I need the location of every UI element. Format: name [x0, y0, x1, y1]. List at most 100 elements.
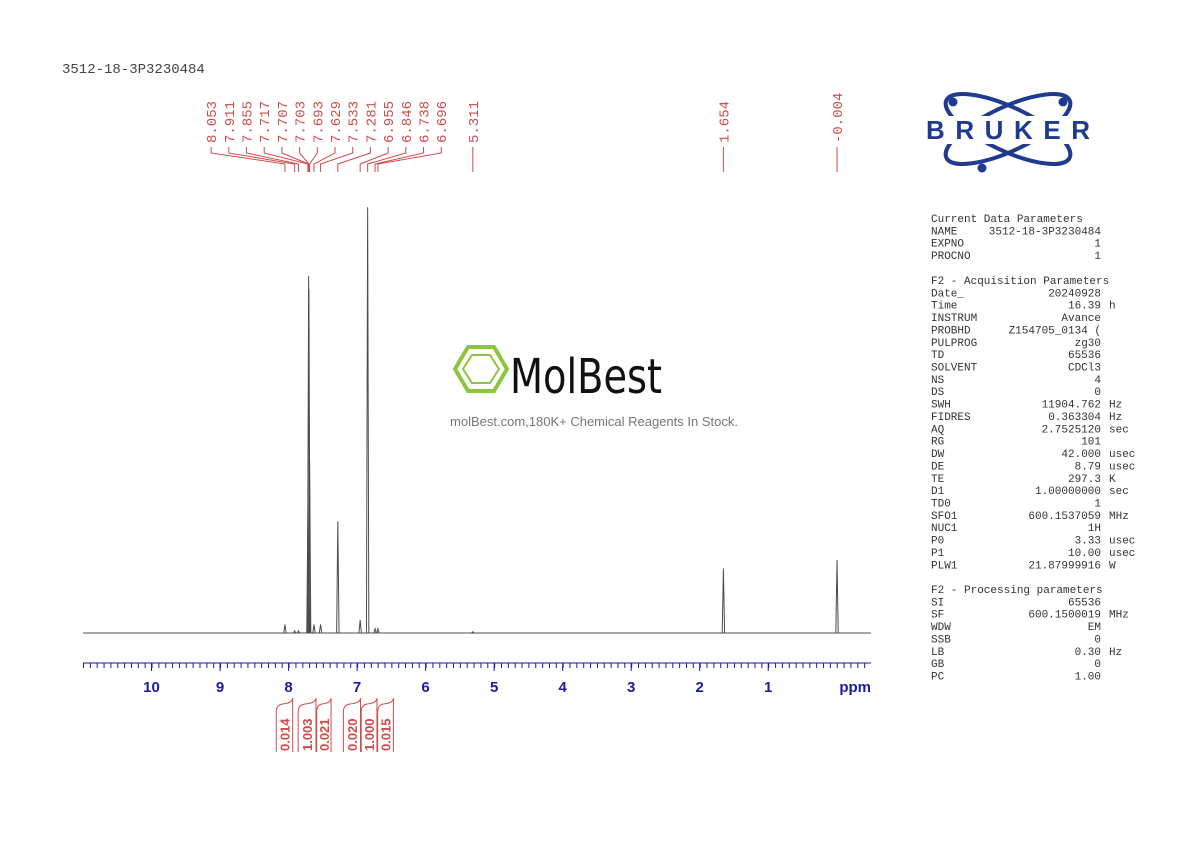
watermark-name: MolBest [510, 349, 662, 405]
logo-dot [977, 163, 987, 173]
parameter-unit: usec [1109, 548, 1135, 560]
parameter-value: 600.1500019 [1028, 610, 1101, 622]
logo-orbit [943, 92, 1073, 166]
parameter-name: PLW1 [931, 560, 958, 572]
parameter-unit: MHz [1109, 511, 1129, 523]
parameter-unit: h [1109, 301, 1116, 313]
peak [307, 460, 312, 634]
parameter-unit: Hz [1109, 400, 1122, 412]
peak [721, 568, 726, 634]
parameter-name: SSB [931, 634, 951, 646]
peak-label-leader [210, 147, 286, 172]
parameter-name: SWH [931, 400, 951, 412]
integral-bracket [297, 697, 317, 752]
peak-label-leader [228, 147, 296, 172]
parameter-unit: sec [1109, 486, 1129, 498]
peak-label: -0.004 [831, 93, 847, 143]
parameter-name: SF [931, 610, 944, 622]
parameter-value: 65536 [1068, 350, 1101, 362]
parameter-name: SOLVENT [931, 363, 978, 375]
parameter-value: 20240928 [1048, 288, 1101, 300]
peak [358, 620, 362, 634]
peak-label-leader [367, 147, 407, 172]
integral-label: 1.000 [362, 718, 377, 751]
peak-label: 6.846 [400, 101, 416, 143]
peak-label-leader [320, 147, 354, 172]
peak [318, 624, 323, 634]
x-tick-label: 2 [696, 679, 704, 696]
parameter-name: NS [931, 375, 945, 387]
peak-label-leader [377, 147, 442, 172]
parameter-value: 4 [1094, 375, 1101, 387]
parameter-value: 11904.762 [1042, 400, 1101, 412]
peak-label: 7.703 [294, 101, 310, 143]
parameter-name: WDW [931, 622, 951, 634]
peak-label-leader [309, 147, 318, 172]
parameter-unit: Hz [1109, 647, 1122, 659]
parameter-value: Avance [1061, 313, 1101, 325]
parameter-name: DE [931, 461, 945, 473]
parameter-value: 1.00000000 [1035, 486, 1101, 498]
molbest-icon [452, 345, 510, 393]
peak-label: 6.738 [418, 101, 434, 143]
parameter-value: 21.87999916 [1028, 560, 1101, 572]
peak-label: 7.855 [241, 101, 257, 143]
peak [293, 629, 297, 634]
peak-label-leader [299, 147, 310, 172]
parameter-value: CDCl3 [1068, 363, 1101, 375]
parameter-value: 3.33 [1075, 536, 1101, 548]
parameter-name: P1 [931, 548, 945, 560]
integral-label: 0.015 [379, 718, 394, 751]
parameter-name: TD0 [931, 498, 951, 510]
parameter-name: PROBHD [931, 325, 971, 337]
integral-label: 1.003 [300, 718, 315, 751]
x-tick-label: 6 [421, 679, 429, 696]
x-tick-label: 4 [558, 679, 567, 696]
parameter-value: EM [1088, 622, 1101, 634]
parameter-value: 42.000 [1061, 449, 1101, 461]
parameter-value: 10.00 [1068, 548, 1101, 560]
integral-bracket [342, 697, 362, 752]
peak-label-leader [246, 147, 300, 172]
parameter-unit: W [1109, 560, 1116, 572]
parameter-name: Date_ [931, 288, 964, 300]
peak-label-leader [374, 147, 425, 172]
parameter-name: DW [931, 449, 945, 461]
peak-label: 7.533 [347, 101, 363, 143]
peak [365, 207, 370, 634]
plot: 8.053 7.911 7.855 7.717 7.707 7.703 7.693 7.629… [83, 93, 871, 752]
peak-label: 7.911 [223, 101, 239, 143]
parameter-name: EXPNO [931, 239, 964, 251]
peak-label: 7.629 [329, 101, 345, 143]
peak-label: 7.717 [258, 101, 274, 143]
hexagon [452, 345, 510, 393]
parameter-unit: K [1109, 474, 1116, 486]
parameter-value: 2.7525120 [1042, 424, 1101, 436]
parameter-value: zg30 [1075, 338, 1101, 350]
logo-orbit [943, 92, 1073, 166]
parameter-value: 8.79 [1075, 461, 1101, 473]
x-tick-label: 8 [284, 679, 292, 696]
parameter-name: RG [931, 437, 944, 449]
integral-bracket [316, 697, 332, 752]
parameter-value: 1.00 [1075, 672, 1101, 684]
parameter-name: D1 [931, 486, 945, 498]
peak [373, 626, 377, 634]
integral-label: 0.020 [345, 718, 360, 751]
parameter-value: Z154705_0134 ( [1009, 325, 1101, 337]
parameter-name: SFO1 [931, 511, 958, 523]
parameter-name: NAME [931, 226, 958, 238]
parameter-name: GB [931, 659, 945, 671]
parameter-name: TD [931, 350, 945, 362]
parameter-value: 3512-18-3P3230484 [989, 226, 1102, 238]
parameter-value: 0.30 [1075, 647, 1101, 659]
parameter-value: 0 [1094, 387, 1101, 399]
parameter-unit: usec [1109, 461, 1135, 473]
peak [471, 630, 475, 634]
parameter-name: PROCNO [931, 251, 971, 263]
peak [336, 521, 340, 634]
parameter-unit: usec [1109, 449, 1135, 461]
x-tick-label: 10 [143, 679, 160, 696]
logo-backdrop [924, 116, 1092, 144]
